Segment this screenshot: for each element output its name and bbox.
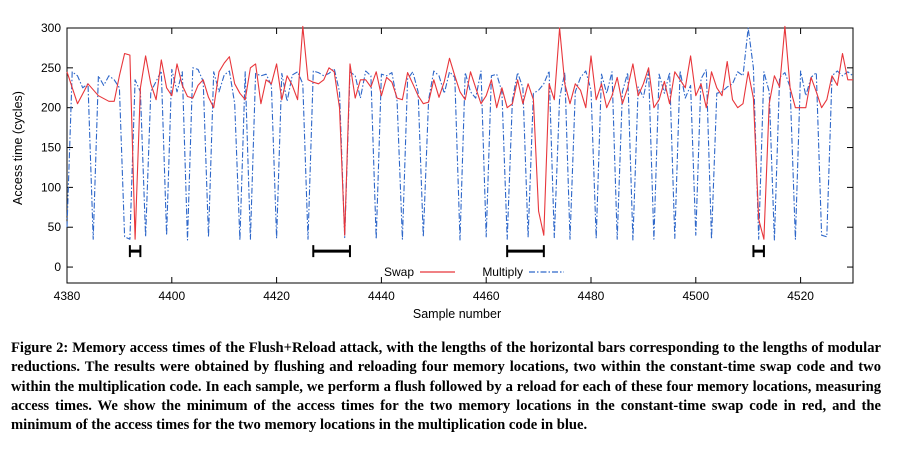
x-tick-label: 4460 — [473, 289, 500, 303]
legend-label-swap: Swap — [384, 265, 414, 279]
access-time-chart: 4380 4400 4420 4440 4460 4480 4500 4520 0 50 100 1… — [11, 21, 854, 321]
y-tick-label: 250 — [41, 61, 61, 75]
y-tick-label: 50 — [48, 220, 62, 234]
x-tick-label: 4520 — [787, 289, 814, 303]
x-tick-label: 4420 — [263, 289, 290, 303]
y-tick-label: 0 — [54, 260, 61, 274]
series-layer — [66, 25, 854, 241]
legend: Swap Multiply — [384, 265, 564, 279]
x-axis: 4380 4400 4420 4440 4460 4480 4500 4520 — [54, 28, 814, 303]
y-tick-label: 150 — [41, 141, 61, 155]
interval-bar — [506, 245, 545, 258]
x-tick-label: 4380 — [54, 289, 81, 303]
x-tick-label: 4440 — [368, 289, 395, 303]
y-tick-label: 100 — [41, 180, 61, 194]
y-axis: 0 50 100 150 200 250 300 — [41, 21, 853, 274]
plot-frame — [66, 27, 854, 284]
x-axis-title: Sample number — [413, 307, 501, 321]
interval-bars — [128, 245, 765, 258]
interval-bar — [128, 245, 142, 258]
x-tick-label: 4480 — [578, 289, 605, 303]
interval-bar — [312, 245, 351, 258]
y-tick-label: 300 — [41, 21, 61, 35]
interval-bar — [752, 245, 765, 258]
y-axis-title: Access time (cycles) — [11, 91, 25, 205]
figure-caption: Figure 2: Memory access times of the Flu… — [11, 340, 881, 434]
multiply-series-line — [66, 27, 854, 241]
x-tick-label: 4500 — [682, 289, 709, 303]
y-tick-label: 200 — [41, 101, 61, 115]
legend-label-multiply: Multiply — [482, 265, 523, 279]
swap-series-line — [66, 25, 853, 240]
plot-area — [66, 27, 854, 284]
x-tick-label: 4400 — [158, 289, 185, 303]
